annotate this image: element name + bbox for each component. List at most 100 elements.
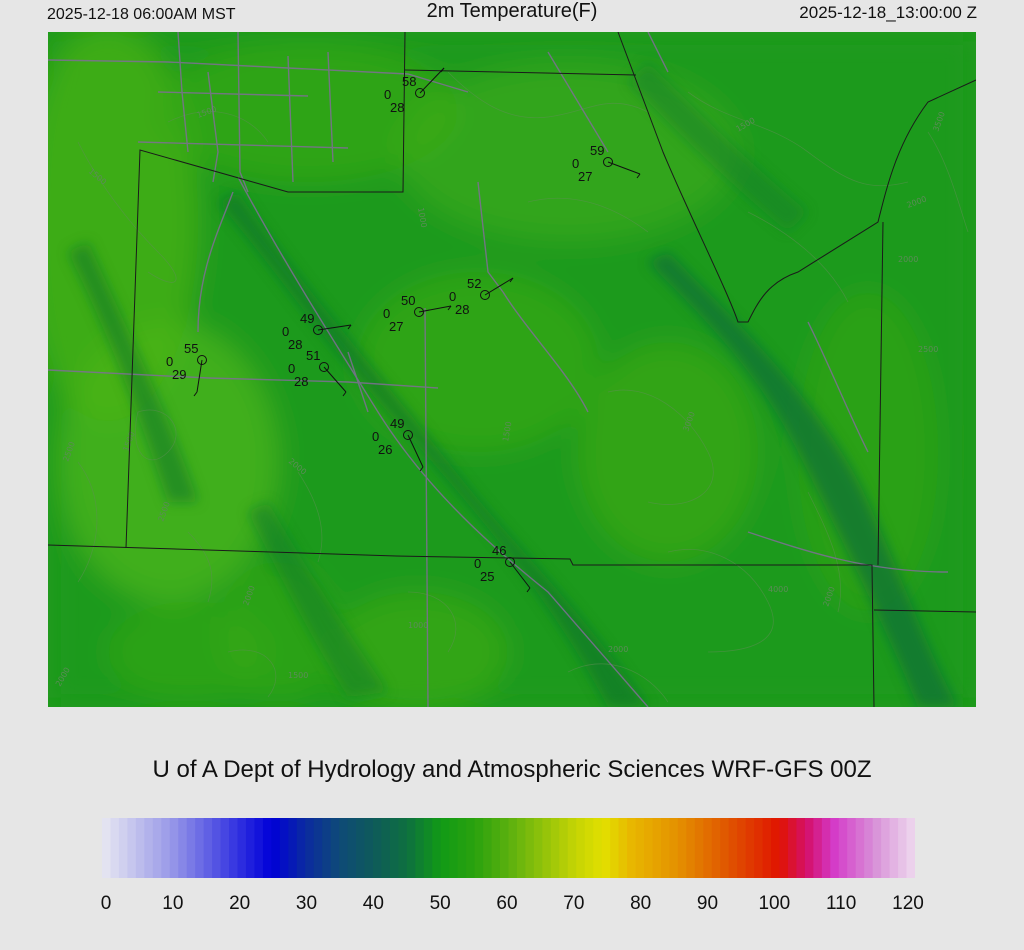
colorbar-cell [830, 818, 840, 878]
wind-barb [317, 324, 352, 331]
cool-valleys [68, 62, 958, 707]
colorbar-cell [728, 818, 738, 878]
colorbar-cell [406, 818, 416, 878]
colorbar-cell [237, 818, 247, 878]
colorbar-tick-label: 110 [826, 893, 857, 914]
colorbar-cell [364, 818, 374, 878]
contour-label: 2500 [918, 345, 938, 354]
colorbar-cell [576, 818, 586, 878]
station-temperature: 55 [184, 341, 198, 356]
colorbar-tick-label: 30 [295, 893, 318, 914]
colorbar-cell [610, 818, 620, 878]
wind-barb [418, 305, 452, 313]
colorbar-cell [474, 818, 484, 878]
colorbar-cell [508, 818, 518, 878]
colorbar-cell [347, 818, 357, 878]
colorbar-cell [644, 818, 654, 878]
temperature-colorbar [102, 818, 915, 878]
colorbar-cell [796, 818, 806, 878]
contour-label: 2000 [608, 645, 628, 654]
colorbar-cell [813, 818, 823, 878]
colorbar-cell [398, 818, 408, 878]
colorbar-cell [635, 818, 645, 878]
station-temperature: 59 [590, 143, 604, 158]
station-dewpoint: 28 [390, 100, 404, 115]
station-dewpoint: 28 [288, 337, 302, 352]
station-wind-value: 0 [372, 429, 379, 444]
colorbar-cell [652, 818, 662, 878]
station-wind-value: 0 [572, 156, 579, 171]
colorbar-cell [102, 818, 112, 878]
contour-label: 1000 [408, 621, 428, 630]
contour-label: 1000 [416, 207, 428, 229]
contour-label: 1500 [288, 671, 308, 680]
colorbar-cell [262, 818, 272, 878]
wind-barb-flag [526, 587, 531, 593]
colorbar-tick-label: 10 [162, 893, 184, 914]
colorbar-cell [533, 818, 543, 878]
colorbar-cell [279, 818, 289, 878]
station-circle [603, 157, 613, 167]
colorbar-cell [313, 818, 323, 878]
colorbar-cell [525, 818, 535, 878]
colorbar-cell [381, 818, 391, 878]
colorbar-cell [161, 818, 171, 878]
colorbar-cell [356, 818, 366, 878]
colorbar-cell [322, 818, 332, 878]
colorbar-cell [466, 818, 476, 878]
station-plot: 51 028 [288, 348, 347, 397]
station-wind-value: 0 [282, 324, 289, 339]
station-plots: 5802859027520285002749028510285502949026… [166, 67, 641, 593]
colorbar-cell [127, 818, 137, 878]
wind-barb-flag [347, 324, 352, 330]
colorbar-cell [627, 818, 637, 878]
station-temperature: 46 [492, 543, 506, 558]
station-circle [197, 355, 207, 365]
colorbar-cell [491, 818, 501, 878]
colorbar-cell [271, 818, 281, 878]
colorbar-cell [339, 818, 349, 878]
station-wind-value: 0 [449, 289, 456, 304]
colorbar-tick-label: 100 [758, 893, 791, 914]
colorbar-tick-label: 70 [563, 893, 585, 914]
station-dewpoint: 28 [294, 374, 308, 389]
wind-barb-flag [447, 305, 452, 311]
colorbar-cell [703, 818, 713, 878]
wind-barb [484, 277, 514, 296]
county-boundaries [48, 32, 976, 707]
map-title: 2m Temperature(F) [426, 0, 598, 22]
station-temperature: 50 [401, 293, 415, 308]
colorbar-cell [847, 818, 857, 878]
wind-barb [323, 366, 347, 393]
wind-barb [607, 161, 641, 175]
wind-barb-flag [509, 277, 514, 283]
colorbar-cell [152, 818, 162, 878]
colorbar-cell [178, 818, 188, 878]
contour-label: 1500 [501, 421, 513, 443]
station-plot: 58 028 [384, 67, 445, 115]
local-time-label: 2025-12-18 06:00AM MST [47, 6, 236, 23]
station-circle [313, 325, 323, 335]
colorbar-cell [254, 818, 264, 878]
colorbar-cell [245, 818, 256, 878]
colorbar-cell [618, 818, 628, 878]
colorbar-cell [389, 818, 400, 878]
station-plot: 55 029 [166, 341, 207, 397]
station-circle [414, 307, 424, 317]
colorbar-cell [660, 818, 671, 878]
station-dewpoint: 27 [578, 169, 592, 184]
colorbar-cell [195, 818, 205, 878]
colorbar-tick-label: 60 [496, 893, 518, 914]
colorbar-cell [203, 818, 213, 878]
colorbar-cell [483, 818, 493, 878]
colorbar-cell [449, 818, 459, 878]
station-wind-value: 0 [383, 306, 390, 321]
station-dewpoint: 26 [378, 442, 392, 457]
station-plot: 52 028 [449, 276, 514, 317]
colorbar-cell [779, 818, 789, 878]
colorbar-ticks: 0 10 20 30 40 50 60 70 80 90 100 110 120 [0, 893, 1024, 919]
colorbar-cell [229, 818, 239, 878]
colorbar-cell [593, 818, 603, 878]
colorbar-cell [889, 818, 899, 878]
